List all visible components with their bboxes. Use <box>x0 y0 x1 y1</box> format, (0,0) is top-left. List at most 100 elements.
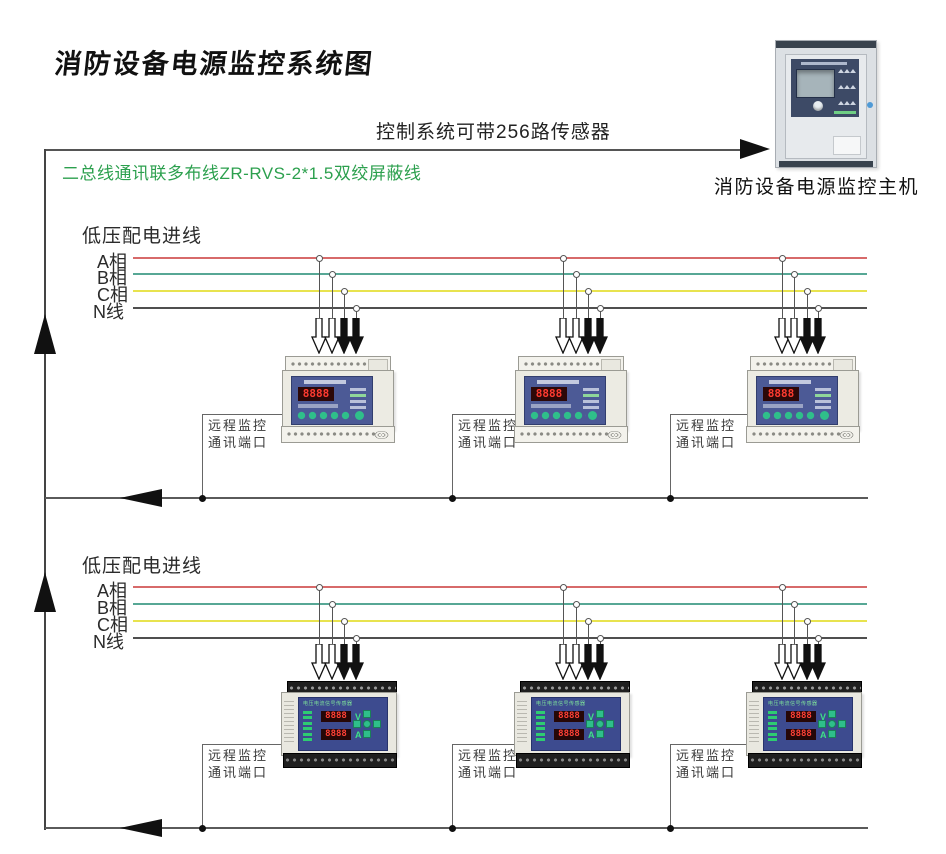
phase-tap-arrow-icon <box>592 317 608 355</box>
voltage-display: 8888 <box>321 711 351 722</box>
port-link-line <box>670 744 749 745</box>
phase-tap-arrow-icon <box>311 643 327 681</box>
phase-label: N线 <box>93 302 124 322</box>
led-display: 8888 <box>298 387 334 401</box>
voltage-current-sensor-module: 电压电流信号传感器 8888 V 8888 A <box>514 681 632 768</box>
phase-tap-arrow-icon <box>580 643 596 681</box>
host-brand-label <box>834 111 856 114</box>
phase-line <box>133 603 867 605</box>
phase-tap-arrow-icon <box>568 643 584 681</box>
bus-junction-dot <box>449 495 456 502</box>
status-leds <box>813 385 833 411</box>
phase-label: B相 <box>97 268 128 288</box>
bus-arrow-left-icon <box>120 489 162 507</box>
phase-tap-node <box>573 601 580 608</box>
tap-drop-line <box>794 604 795 649</box>
tap-drop-line <box>600 308 601 323</box>
module-bottom-terminals <box>514 426 628 443</box>
vent-slots <box>284 701 294 745</box>
enter-button <box>355 411 364 420</box>
phase-tap-node <box>341 288 348 295</box>
phase-label: A相 <box>97 581 128 601</box>
module-title-bar <box>537 380 579 384</box>
voltage-display: 8888 <box>554 711 584 722</box>
host-panel-title-bar <box>801 62 847 65</box>
port-link-line <box>452 414 517 415</box>
phase-tap-node <box>329 601 336 608</box>
feeder-label: 低压配电进线 <box>82 556 203 577</box>
module-body: 8888 <box>282 370 394 430</box>
tap-drop-line <box>588 291 589 323</box>
front-buttons <box>530 411 586 420</box>
phase-tap-arrow-icon <box>555 317 571 355</box>
riser-arrow-up-icon <box>34 314 56 354</box>
monitoring-host-device <box>775 40 877 168</box>
terminal-screws <box>519 431 609 437</box>
port-label: 远程监控 通讯端口 <box>208 747 268 781</box>
phase-line <box>133 290 867 292</box>
current-display: 8888 <box>786 729 816 740</box>
navigation-keypad <box>586 710 614 738</box>
volt-unit-label: V <box>588 712 595 722</box>
tap-drop-line <box>332 604 333 649</box>
tap-drop-line <box>344 621 345 649</box>
port-drop-line <box>202 744 203 828</box>
port-label-line1: 远程监控 <box>208 748 269 763</box>
phase-tap-arrow-icon <box>311 317 327 355</box>
phase-label: B相 <box>97 598 128 618</box>
bus-junction-dot <box>667 495 674 502</box>
port-link-line <box>452 744 517 745</box>
module-body: 电压电流信号传感器 8888 V 8888 A <box>281 692 397 756</box>
module-body: 8888 <box>747 370 859 430</box>
phase-tap-node <box>329 271 336 278</box>
buzzer-grille <box>606 430 623 440</box>
led-display: 8888 <box>763 387 799 401</box>
phase-tap-node <box>791 601 798 608</box>
port-drop-line <box>452 744 453 828</box>
vent-slots <box>517 701 527 745</box>
tap-drop-line <box>782 587 783 649</box>
module-front-panel: 电压电流信号传感器 8888 V 8888 A <box>763 697 853 751</box>
buzzer-grille <box>838 430 855 440</box>
phase-tap-arrow-icon <box>555 643 571 681</box>
phase-tap-node <box>353 635 360 642</box>
phase-tap-arrow-icon <box>774 317 790 355</box>
phase-label: C相 <box>97 285 128 305</box>
phase-tap-node <box>316 584 323 591</box>
tap-drop-line <box>807 621 808 649</box>
phase-tap-node <box>779 255 786 262</box>
phase-tap-arrow-icon <box>786 317 802 355</box>
port-label: 远程监控 通讯端口 <box>676 417 736 451</box>
display-subrow <box>298 404 338 408</box>
bus-junction-dot <box>667 825 674 832</box>
module-body: 电压电流信号传感器 8888 V 8888 A <box>746 692 862 756</box>
module-front-panel: 8888 <box>756 376 838 425</box>
riser-arrow-up-icon <box>34 572 56 612</box>
display-subrow <box>763 404 803 408</box>
comm-bus-line <box>45 827 868 829</box>
current-display: 8888 <box>554 729 584 740</box>
terminal-screws <box>755 361 833 367</box>
navigation-keypad <box>353 710 381 738</box>
phase-tap-node <box>815 635 822 642</box>
port-label-line2: 通讯端口 <box>676 435 737 450</box>
tap-drop-line <box>319 587 320 649</box>
module-bottom-terminals <box>283 753 397 768</box>
port-link-line <box>670 414 749 415</box>
phase-tap-node <box>353 305 360 312</box>
port-label: 远程监控 通讯端口 <box>676 747 736 781</box>
port-label-line2: 通讯端口 <box>208 765 269 780</box>
voltage-current-sensor-module: 电压电流信号传感器 8888 V 8888 A <box>746 681 864 768</box>
phase-tap-node <box>804 618 811 625</box>
phase-tap-arrow-icon <box>568 317 584 355</box>
module-title: 电压电流信号传感器 <box>768 701 818 707</box>
module-bottom-terminals <box>746 426 860 443</box>
power-monitor-module: 8888 <box>514 356 628 443</box>
port-label-line1: 远程监控 <box>208 418 269 433</box>
module-body: 8888 <box>515 370 627 430</box>
amp-unit-label: A <box>588 730 595 740</box>
module-bottom-terminals <box>748 753 862 768</box>
host-top-trim <box>776 41 876 48</box>
tap-drop-line <box>818 308 819 323</box>
status-leds <box>303 708 315 746</box>
